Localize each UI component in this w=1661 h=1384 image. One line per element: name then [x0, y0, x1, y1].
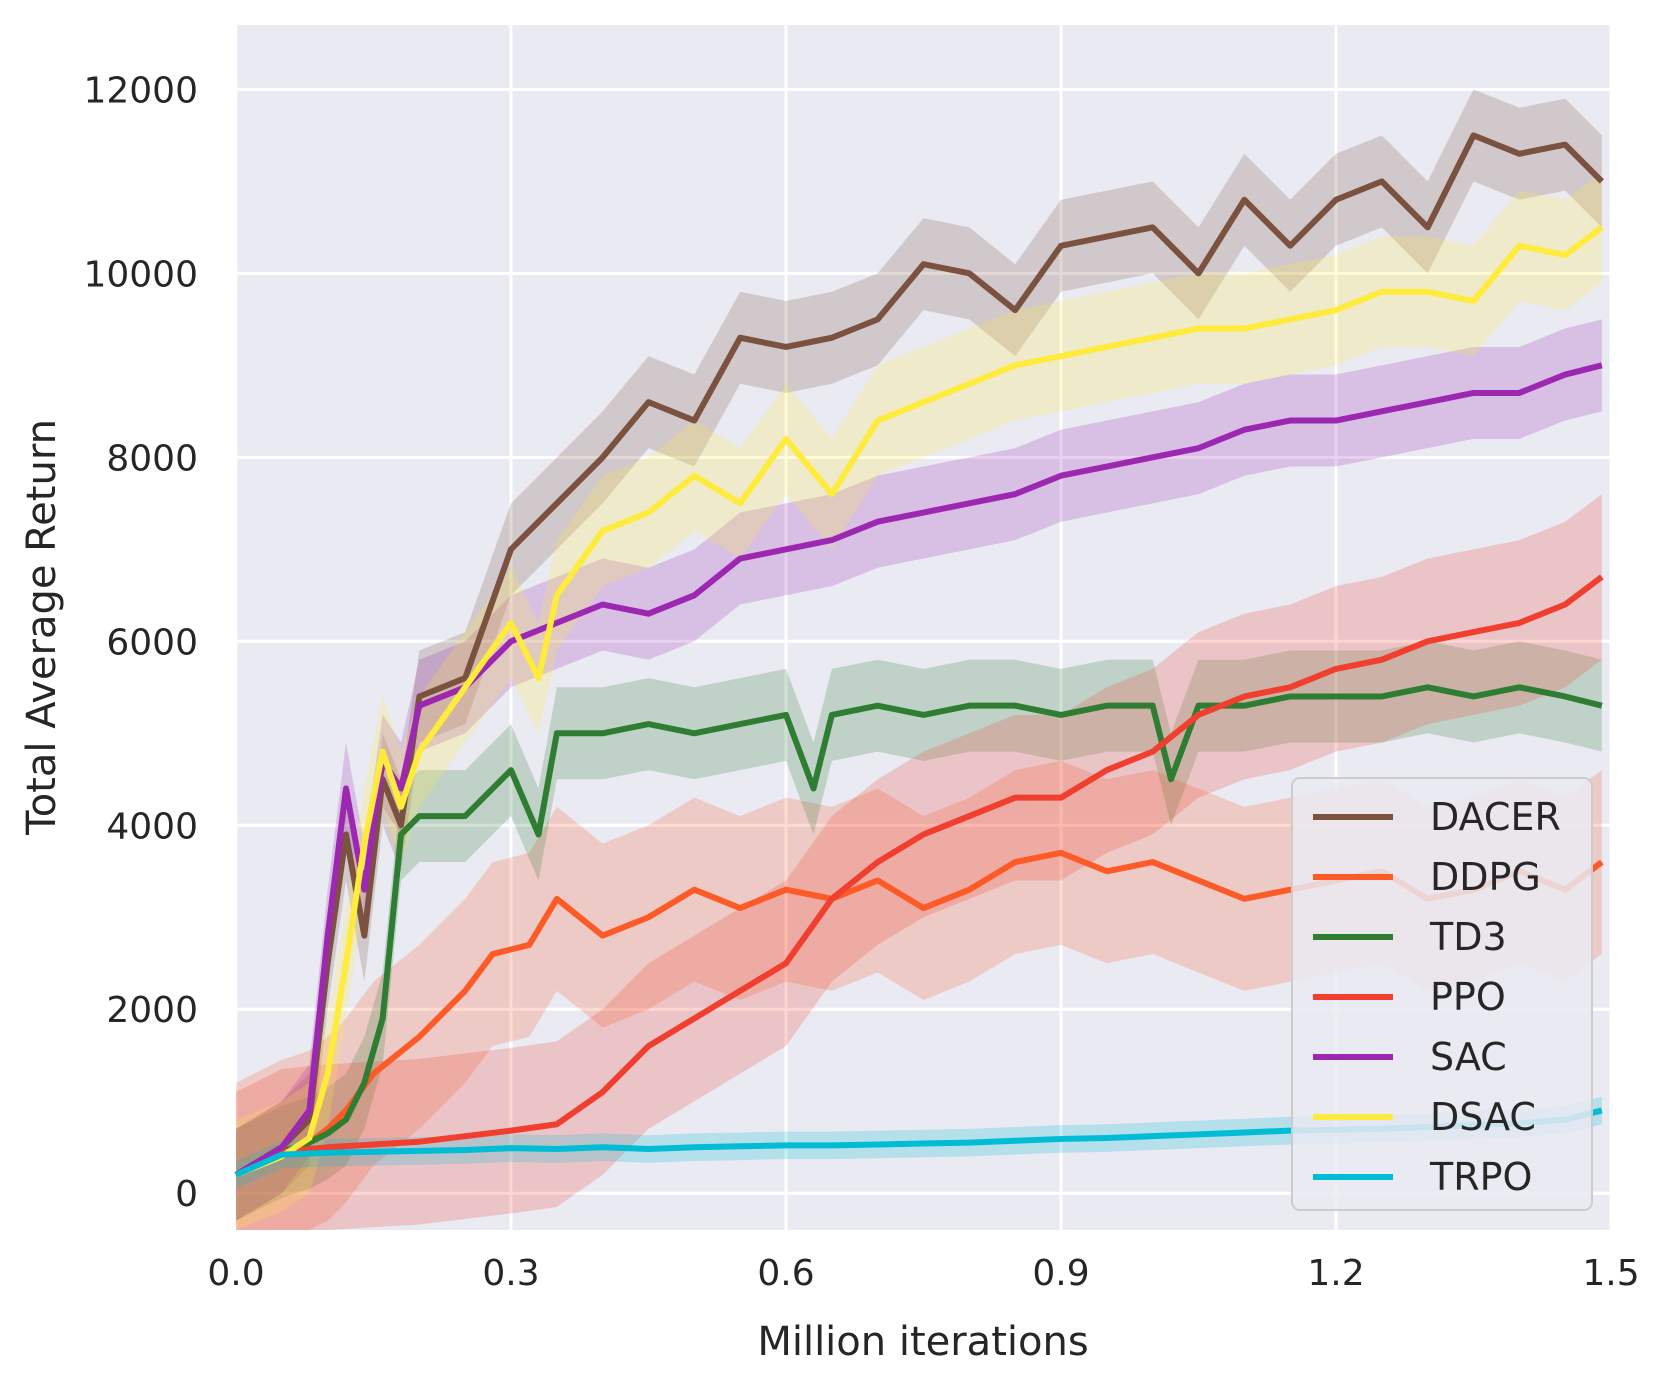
x-tick-label: 1.2 [1307, 1253, 1364, 1294]
band-dsac [236, 172, 1602, 1231]
line-dacer [234, 132, 1604, 1178]
y-tick-label: 0 [175, 1174, 198, 1215]
legend-box [1291, 777, 1593, 1211]
x-tick-labels: 0.0 0.3 0.6 0.9 1.2 1.5 [207, 1253, 1639, 1294]
band-ppo [236, 494, 1602, 1230]
x-tick-label: 0.3 [482, 1253, 539, 1294]
legend: DACER DDPG TD3 PPO SAC DSAC TRPO [1291, 777, 1593, 1211]
legend-label-dacer: DACER [1430, 795, 1561, 839]
legend-label-td3: TD3 [1429, 915, 1507, 959]
x-tick-label: 0.6 [757, 1253, 814, 1294]
x-tick-label: 0.9 [1032, 1253, 1089, 1294]
line-sac [234, 362, 1603, 1178]
y-tick-label: 2000 [106, 990, 198, 1031]
y-tick-label: 4000 [106, 806, 198, 847]
y-tick-label: 6000 [106, 622, 198, 663]
legend-label-sac: SAC [1430, 1035, 1507, 1079]
legend-label-trpo: TRPO [1429, 1155, 1532, 1199]
y-tick-label: 10000 [83, 254, 198, 295]
band-sac [236, 319, 1602, 1221]
series-lines [234, 132, 1604, 1178]
y-axis-title: Total Average Return [19, 419, 65, 836]
y-tick-label: 12000 [83, 70, 198, 111]
x-tick-label: 1.5 [1582, 1253, 1639, 1294]
band-td3 [236, 641, 1602, 1221]
line-dsac [234, 224, 1604, 1178]
x-tick-label: 0.0 [207, 1253, 264, 1294]
y-tick-labels: 0 2000 4000 6000 8000 10000 12000 [83, 70, 198, 1215]
line-td3 [234, 684, 1603, 1178]
y-tick-label: 8000 [106, 438, 198, 479]
legend-label-ddpg: DDPG [1430, 855, 1541, 899]
legend-label-dsac: DSAC [1430, 1095, 1536, 1139]
band-ddpg [236, 760, 1602, 1230]
legend-label-ppo: PPO [1430, 975, 1506, 1019]
line-ppo [234, 574, 1604, 1178]
x-axis-title: Million iterations [757, 1319, 1088, 1365]
